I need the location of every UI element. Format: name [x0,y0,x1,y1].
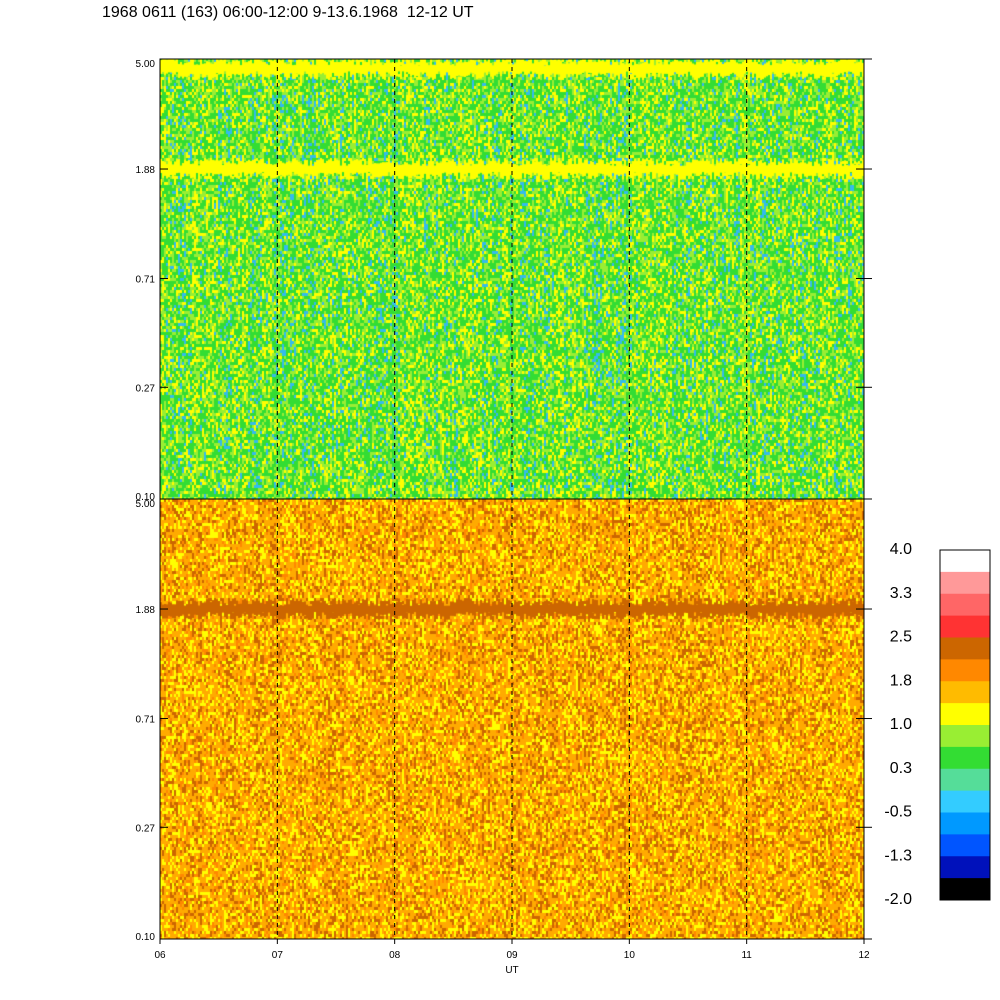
colorbar-swatch [940,746,990,770]
xtick-label: 08 [389,950,401,961]
colorbar: 4.0 3.3 2.5 1.8 1.0 0.3 -0.5 -1.3 -2.0 [884,541,991,908]
colorbar-swatch [940,681,990,704]
colorbar-swatch [940,878,990,901]
ytick-label: 0.71 [136,715,156,726]
ytick-label: 0.71 [136,275,156,286]
colorbar-swatch [940,725,990,748]
colorbar-swatch [940,593,990,617]
colorbar-swatch [940,659,990,682]
colorbar-label: 1.8 [890,672,912,689]
colorbar-swatch [940,615,990,638]
y-axis-ticks: 0.100.270.711.885.000.100.270.711.885.00 [136,58,872,943]
colorbar-frame [939,549,991,901]
colorbar-swatch [940,550,990,573]
x-axis-label: UT [505,965,518,976]
colorbar-swatch [940,834,990,857]
x-axis-ticks: 06 07 08 09 10 11 12 [154,939,870,961]
ytick-label: 5.00 [136,499,156,510]
colorbar-label: -2.0 [884,891,912,908]
colorbar-swatch [940,768,990,792]
xtick-label: 06 [154,950,166,961]
chart-title: 1968 0611 (163) 06:00-12:00 9-13.6.1968 … [102,4,474,21]
xtick-label: 11 [741,950,752,961]
colorbar-swatch [940,812,990,835]
colorbar-swatch [940,637,990,660]
xtick-label: 07 [272,950,284,961]
ytick-label: 1.88 [136,605,156,616]
colorbar-label: -0.5 [884,804,912,821]
xtick-label: 10 [624,950,636,961]
ytick-label: 1.88 [136,165,156,176]
colorbar-swatch [940,703,990,726]
ytick-label: 0.27 [136,383,156,394]
colorbar-swatch [940,856,990,879]
colorbar-label: 4.0 [890,541,912,558]
xtick-label: 12 [858,950,870,961]
colorbar-label: 0.3 [890,760,912,777]
xtick-label: 09 [506,950,518,961]
colorbar-label: 3.3 [890,585,912,602]
colorbar-label: 1.0 [890,716,912,733]
ytick-label: 0.27 [136,823,156,834]
ytick-label: 0.10 [136,492,156,503]
ytick-label: 0.10 [136,932,156,943]
colorbar-label: -1.3 [884,847,912,864]
ytick-label: 5.00 [136,59,156,70]
colorbar-swatch [940,790,990,813]
colorbar-swatch [940,571,990,595]
colorbar-label: 2.5 [890,629,912,646]
